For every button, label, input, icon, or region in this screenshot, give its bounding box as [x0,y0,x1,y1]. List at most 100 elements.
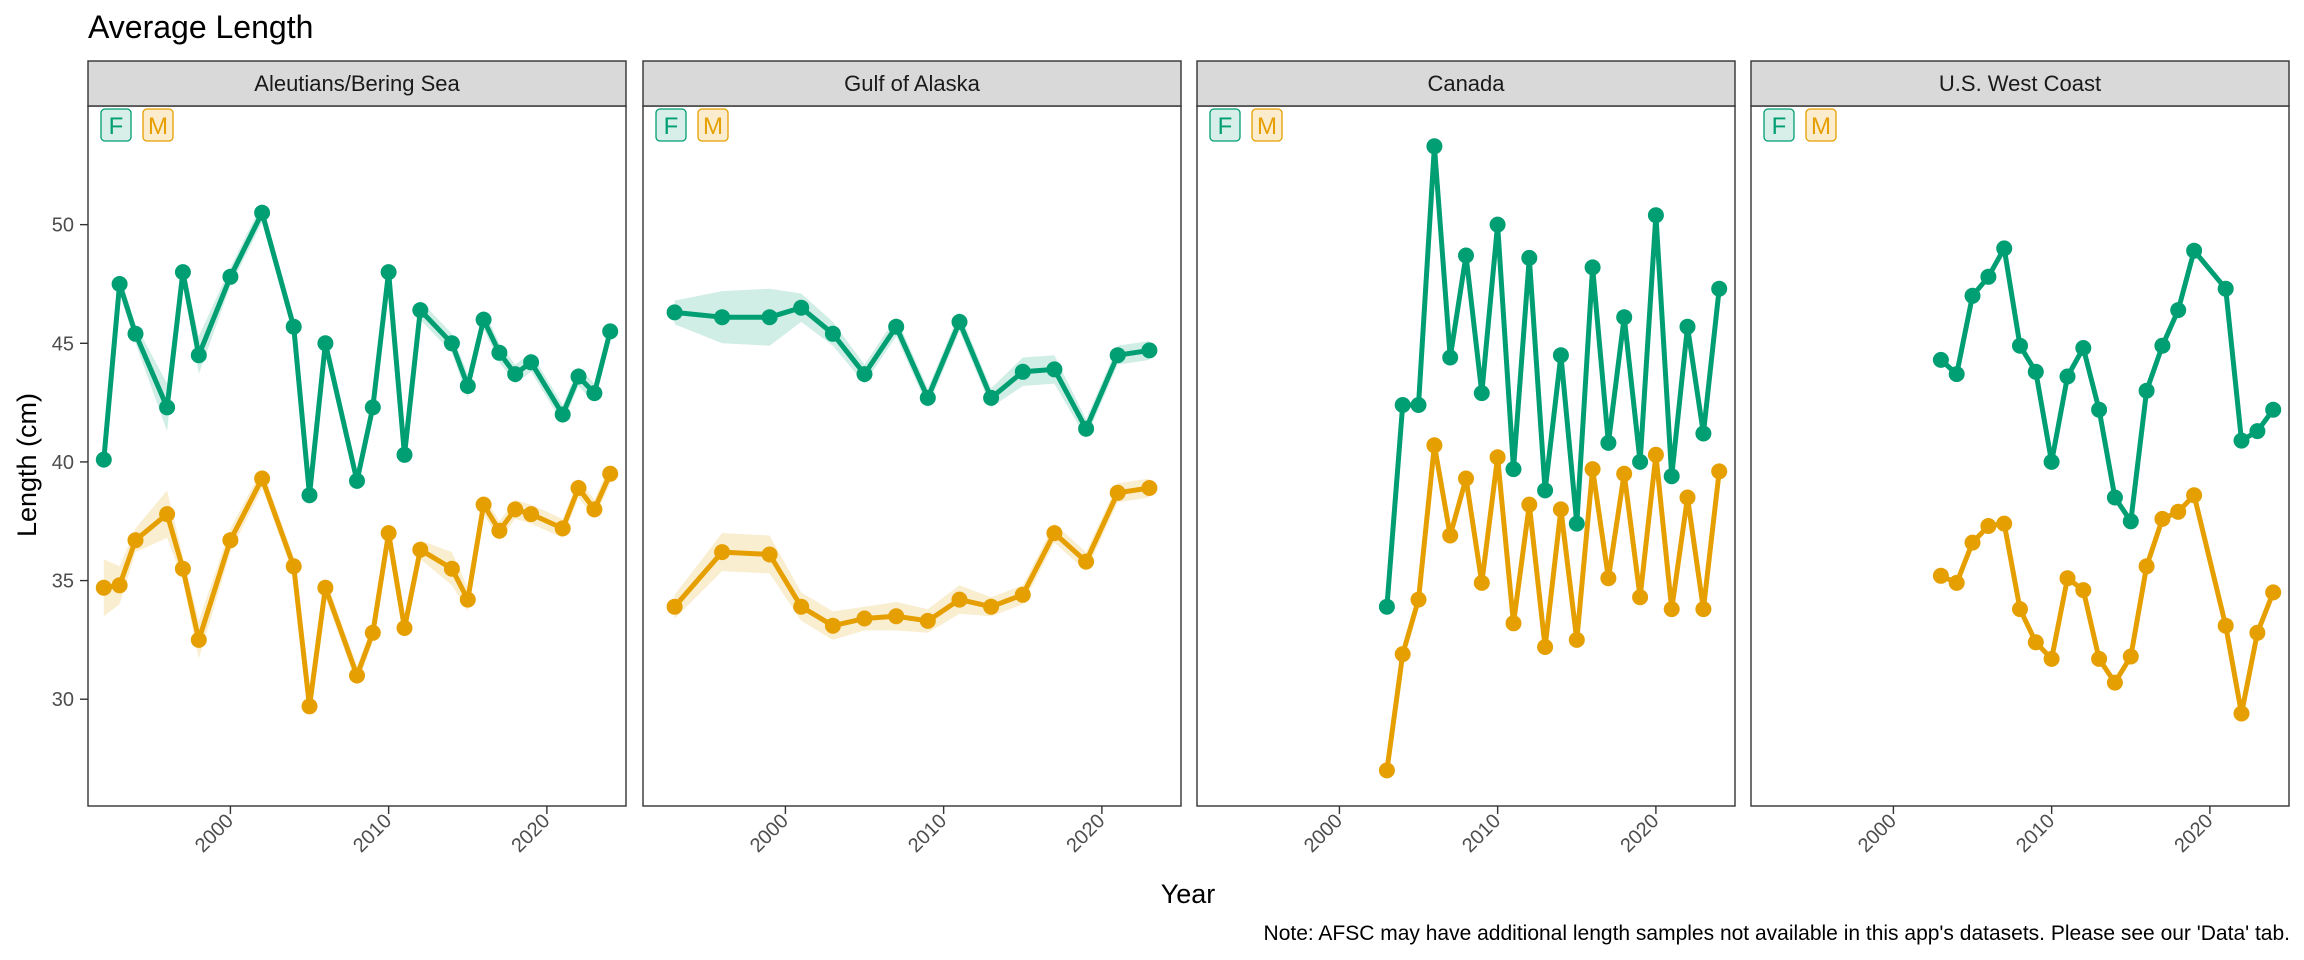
data-point [2106,674,2123,691]
data-point [1394,397,1411,413]
data-point [1426,437,1443,454]
data-point [1711,463,1728,480]
data-point [1647,446,1664,463]
legend-label-f: F [1772,113,1787,140]
data-point [349,667,365,684]
legend-chip-m [697,108,729,142]
data-point [2265,401,2282,418]
data-point [459,591,476,608]
data-point [159,506,176,523]
series-f [666,288,1158,439]
data-point [951,313,968,330]
data-point [2233,432,2250,449]
data-point [396,446,413,463]
series-f [95,203,619,505]
data-point [2012,601,2028,618]
data-point [602,465,619,482]
y-tick-label: 50 [52,215,74,237]
data-point [301,698,318,715]
data-point [586,385,603,402]
data-point [1014,586,1031,603]
y-tick-label: 35 [52,571,74,593]
data-point [888,608,905,625]
x-tick-label: 2000 [1854,810,1901,857]
data-point [1679,489,1696,506]
data-point [507,501,524,518]
data-point [364,399,381,416]
data-point [380,264,397,281]
series-m [1378,437,1728,779]
panel-u-s-west-coast: U.S. West Coast 2000 2010 2020 F M [1750,60,2290,857]
data-point [1410,397,1427,413]
data-point [666,304,683,321]
data-point [443,335,460,352]
data-point [1695,601,1712,618]
data-point [301,487,318,504]
panel-canada: Canada 2000 2010 2020 F M [1196,60,1736,857]
data-point [1458,247,1474,264]
data-point [1078,420,1095,437]
data-point [1584,461,1601,478]
x-axis-title: Year [1161,879,1216,909]
data-point [1948,574,1965,591]
data-point [159,399,176,416]
x-tick-label: 2000 [1300,810,1347,857]
data-point [793,299,810,316]
data-point [396,620,413,636]
data-point [2075,340,2092,356]
data-point [285,558,302,575]
y-axis-title: Length (cm) [12,393,42,537]
data-point [2170,302,2187,319]
data-point [2043,650,2060,667]
panel-strip-label: Gulf of Alaska [844,71,981,96]
data-point [1426,138,1443,155]
data-point [1505,615,1522,632]
data-point [554,520,571,537]
data-point [1948,366,1965,383]
data-point [1552,501,1569,518]
panel-aleutians-bering-sea: Aleutians/Bering Sea 30 35 40 45 50 2000 2010 20… [52,60,627,857]
panel-strip [642,60,1182,107]
y-tick-label: 30 [52,689,74,711]
data-point [1663,601,1680,618]
series-line [1384,442,1722,773]
data-point [2012,337,2028,354]
data-point [1489,449,1506,466]
data-point [554,406,571,423]
y-tick-label: 40 [52,452,74,474]
data-point [2186,487,2203,504]
data-point [1394,646,1411,663]
panels-layer: Aleutians/Bering Sea 30 35 40 45 50 2000 2010 20… [52,60,2290,857]
data-point [1521,249,1538,266]
data-point [1932,567,1949,584]
x-tick-label: 2010 [349,810,396,857]
data-point [761,546,778,563]
x-tick-label: 2000 [191,810,238,857]
data-point [2122,648,2139,665]
panel-background [642,105,1182,807]
data-point [983,598,1000,615]
data-point [1711,280,1728,297]
data-point [824,617,841,634]
data-point [1568,515,1585,532]
data-point [475,496,492,513]
data-point [1378,598,1395,615]
data-point [1489,216,1506,233]
legend-label-f: F [664,113,679,140]
data-point [523,354,540,371]
chart-note: Note: AFSC may have additional length sa… [1264,922,2290,945]
data-point [2265,584,2282,601]
data-point [1109,347,1126,364]
data-point [714,309,731,326]
data-point [1014,363,1031,380]
data-point [1141,342,1158,359]
data-point [2091,650,2108,667]
data-point [1141,480,1158,496]
data-point [2154,510,2171,527]
data-point [2106,489,2123,506]
data-point [1552,347,1569,364]
panel-strip [1196,60,1736,107]
data-point [254,470,271,487]
panel-strip-label: Aleutians/Bering Sea [254,71,460,96]
legend-chip-m [1805,108,1837,142]
